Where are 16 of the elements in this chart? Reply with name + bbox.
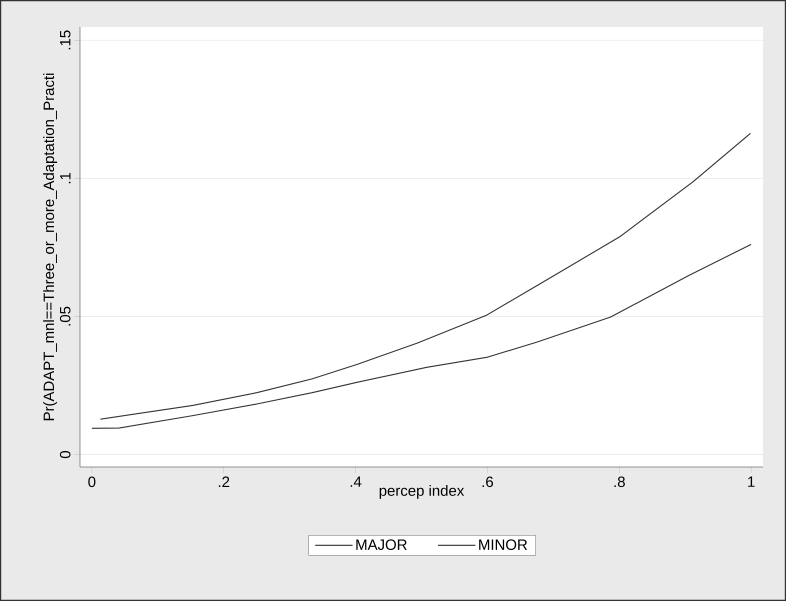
y-tick-label: .1 xyxy=(60,172,70,184)
x-tick-label: .2 xyxy=(218,476,230,487)
legend-label: MAJOR xyxy=(356,539,407,550)
x-tick-label: 0 xyxy=(88,476,96,488)
y-tick-label: .15 xyxy=(60,30,70,50)
x-tick-label: 1 xyxy=(748,476,755,487)
line-series xyxy=(91,244,752,429)
line-series xyxy=(100,132,752,420)
legend-label: MINOR xyxy=(479,539,528,550)
y-axis-title: Pr(ADAPT_mnl==Three_or_more_Adaptation_Practi xyxy=(43,74,58,420)
x-tick-label: .6 xyxy=(482,476,494,488)
y-tick-label: .05 xyxy=(60,306,70,326)
x-tick-label: .4 xyxy=(350,476,362,487)
y-tick-label: 0 xyxy=(60,451,70,458)
x-axis-title: percep index xyxy=(380,484,464,499)
x-tick-label: .8 xyxy=(614,476,625,488)
